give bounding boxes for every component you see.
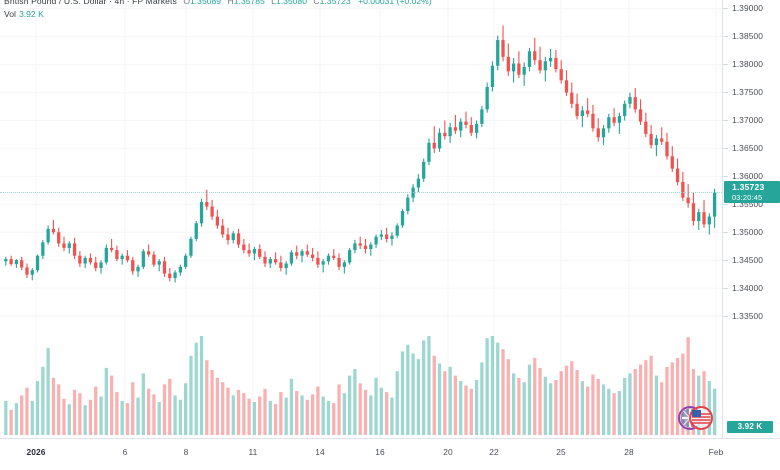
price-axis-tick: 1.37000 (723, 115, 780, 126)
time-axis-tick: 22 (489, 447, 499, 457)
price-axis-tick: 1.33500 (723, 311, 780, 322)
broker-flag-logo (678, 406, 713, 430)
volume-badge: 3.92 K (727, 421, 773, 433)
time-axis-tick: 25 (556, 447, 566, 457)
price-axis-tick: 1.35500 (723, 199, 780, 210)
time-axis[interactable]: 2026 6 8 11 14 16 20 22 25 28 Feb (0, 438, 780, 470)
current-price-line (0, 191, 722, 193)
price-axis-tick: 1.34000 (723, 283, 780, 294)
time-axis-tick: 14 (315, 447, 325, 457)
time-axis-tick: 20 (443, 447, 453, 457)
candlestick-series (4, 25, 717, 435)
price-axis-tick: 1.36000 (723, 171, 780, 182)
time-axis-tick: 28 (624, 447, 634, 457)
chart-plot-area[interactable] (0, 0, 722, 438)
time-axis-tick: 6 (122, 447, 128, 457)
time-axis-tick: 16 (375, 447, 385, 457)
price-axis-tick: 1.34500 (723, 255, 780, 266)
current-price-badge: 1.35723 03:20:45 (724, 180, 780, 203)
price-axis[interactable]: 1.35723 03:20:45 3.92 K 1.39000 1.38500 1.… (722, 0, 780, 438)
bar-countdown: 03:20:45 (732, 192, 763, 202)
time-axis-tick: 11 (248, 447, 258, 457)
price-axis-tick: 1.38000 (723, 59, 780, 70)
chart-gridlines (0, 0, 722, 438)
price-axis-tick: 1.39000 (723, 3, 780, 14)
current-price-value: 1.35723 (732, 181, 765, 192)
price-axis-tick: 1.36500 (723, 143, 780, 154)
price-axis-tick: 1.37500 (723, 87, 780, 98)
price-axis-tick: 1.38500 (723, 31, 780, 42)
time-axis-tick: 2026 (26, 447, 46, 457)
price-axis-tick: 1.35000 (723, 227, 780, 238)
time-axis-tick: Feb (708, 447, 724, 457)
time-axis-tick: 8 (183, 447, 189, 457)
